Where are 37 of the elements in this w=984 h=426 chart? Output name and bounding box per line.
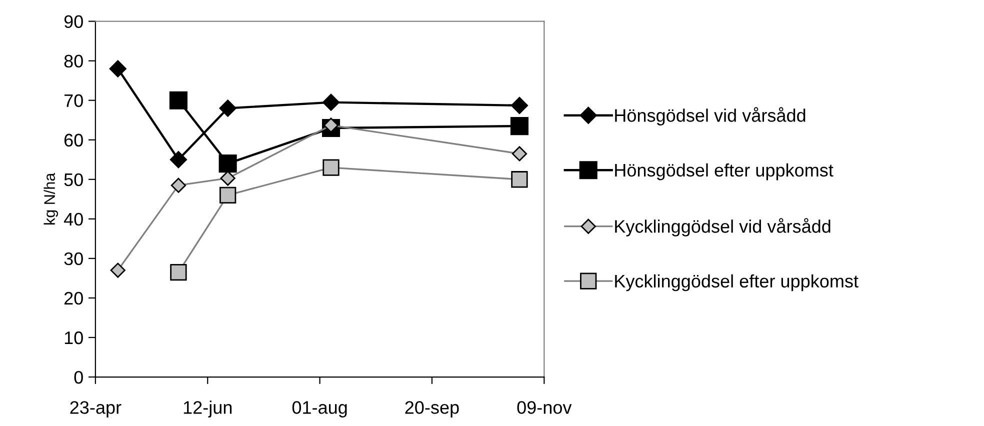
point [109, 60, 126, 78]
legend-label: Kycklinggödsel vid vårsådd [615, 218, 830, 236]
x-tick-label: 20-sep [405, 401, 459, 418]
point [110, 262, 126, 278]
point [323, 118, 339, 133]
point [322, 159, 340, 176]
point [169, 91, 188, 110]
point [219, 100, 236, 117]
y-axis-title: kg N/ha [44, 172, 58, 224]
y-tick-label: 20 [64, 292, 83, 305]
x-tick-label: 01-aug [292, 401, 347, 418]
x-tick-label: 23-apr [70, 401, 122, 418]
legend-label: Hönsgödsel vid vårsådd [615, 107, 806, 126]
legend-label: Hönsgödsel efter uppkomst [615, 163, 834, 180]
y-tick-label: 70 [64, 94, 83, 108]
point [218, 154, 237, 173]
y-tick-label: 30 [64, 252, 83, 266]
y-tick-label: 0 [74, 370, 83, 384]
x-tick-label: 12-jun [184, 400, 232, 418]
point [170, 264, 187, 281]
y-tick-label: 50 [64, 173, 83, 186]
point [170, 151, 188, 168]
y-tick-label: 80 [64, 54, 83, 68]
point [511, 171, 528, 188]
point [220, 170, 236, 186]
point [219, 186, 236, 204]
point [510, 96, 528, 114]
point [322, 94, 340, 111]
point [510, 117, 528, 136]
legend-label: Kycklinggödsel efter uppkomst [615, 274, 858, 292]
x-tick-label: 09-nov [517, 401, 572, 414]
y-tick-label: 60 [64, 134, 83, 147]
y-tick-label: 40 [64, 212, 83, 226]
point [512, 146, 528, 162]
y-tick-label: 90 [64, 15, 83, 28]
y-tick-label: 10 [64, 331, 83, 344]
point [170, 178, 186, 193]
